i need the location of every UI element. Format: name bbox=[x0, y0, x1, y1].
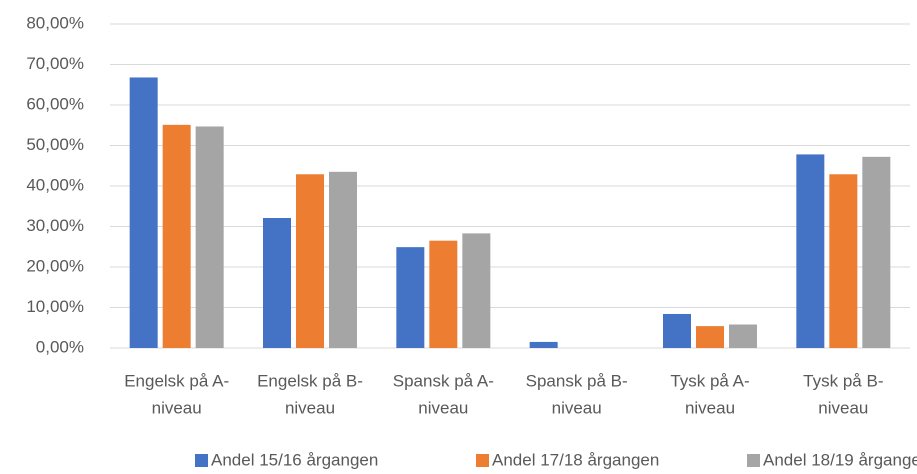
x-tick-label: niveau bbox=[418, 398, 468, 417]
legend-swatch bbox=[747, 454, 760, 467]
x-tick-label: niveau bbox=[552, 398, 602, 417]
legend-label: Andel 17/18 årgangen bbox=[492, 450, 659, 469]
x-tick-label: niveau bbox=[818, 398, 868, 417]
y-tick-label: 0,00% bbox=[36, 337, 84, 356]
bar bbox=[429, 240, 458, 348]
y-tick-label: 10,00% bbox=[26, 297, 84, 316]
x-tick-label: Engelsk på B- bbox=[257, 371, 363, 390]
bar bbox=[129, 77, 158, 349]
x-tick-label: Spansk på A- bbox=[393, 371, 494, 390]
bar bbox=[829, 174, 858, 348]
bar bbox=[296, 174, 324, 348]
bar bbox=[796, 154, 825, 348]
x-tick-label: Tysk på A- bbox=[670, 371, 749, 390]
bar bbox=[329, 171, 357, 348]
x-tick-label: Spansk på B- bbox=[526, 371, 628, 390]
bar bbox=[462, 233, 491, 348]
bar bbox=[729, 324, 757, 348]
x-tick-label: niveau bbox=[152, 398, 202, 417]
legend-label: Andel 18/19 årgangen bbox=[763, 450, 917, 469]
legend-label: Andel 15/16 årgangen bbox=[211, 450, 378, 469]
bar bbox=[263, 217, 291, 348]
bar bbox=[696, 326, 724, 348]
bar bbox=[195, 126, 224, 348]
x-tick-label: niveau bbox=[285, 398, 335, 417]
y-tick-label: 30,00% bbox=[26, 216, 84, 235]
x-tick-label: Tysk på B- bbox=[803, 371, 883, 390]
y-tick-label: 20,00% bbox=[26, 256, 84, 275]
y-tick-label: 40,00% bbox=[26, 175, 84, 194]
x-tick-label: niveau bbox=[685, 398, 735, 417]
x-tick-label: Engelsk på A- bbox=[124, 371, 229, 390]
bar bbox=[529, 341, 558, 348]
y-tick-label: 60,00% bbox=[26, 94, 84, 113]
legend-swatch bbox=[195, 454, 208, 467]
bar bbox=[663, 313, 691, 348]
bar bbox=[162, 124, 191, 348]
y-tick-label: 80,00% bbox=[26, 13, 84, 32]
bar bbox=[396, 247, 425, 348]
legend-swatch bbox=[476, 454, 489, 467]
y-tick-label: 50,00% bbox=[26, 135, 84, 154]
bar bbox=[862, 156, 891, 348]
y-tick-label: 70,00% bbox=[26, 54, 84, 73]
